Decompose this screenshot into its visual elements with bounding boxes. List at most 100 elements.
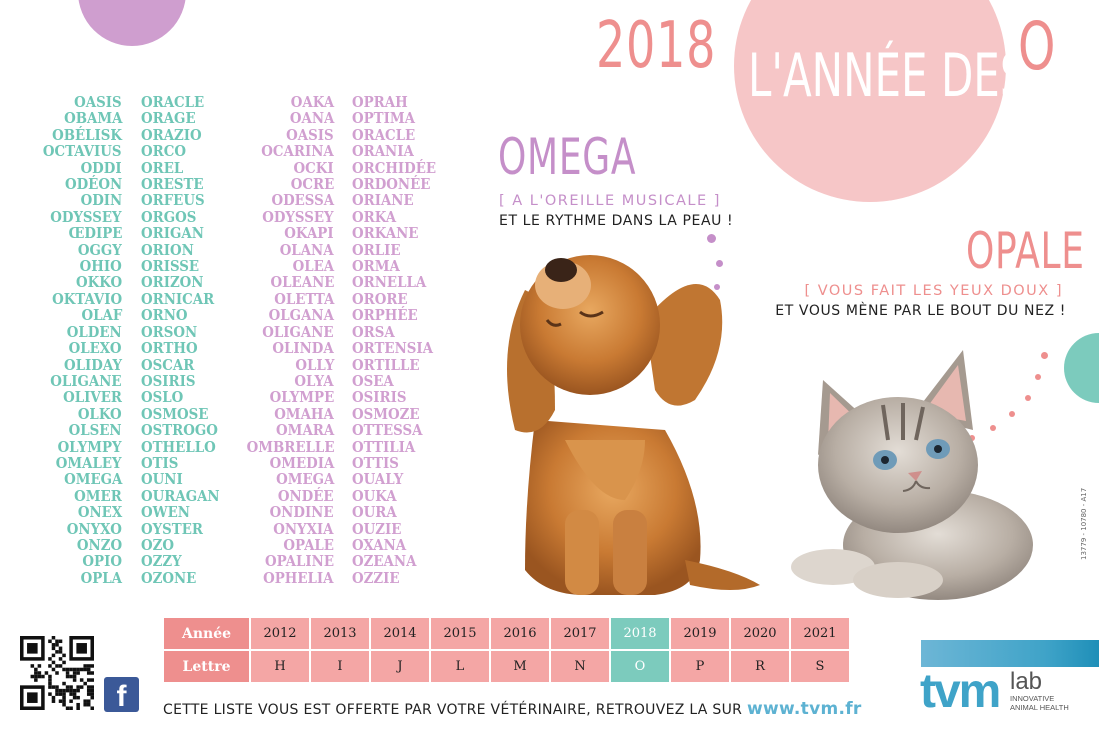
name-label: OUNI bbox=[141, 471, 183, 489]
names-column-1: OASIS OBAMA OBÉLISK OCTAVIUS ODDI ODÉON ODIN OD… bbox=[36, 94, 122, 587]
name-item: ODDI bbox=[36, 159, 122, 177]
name-label: ODESSA bbox=[271, 192, 334, 210]
name-label: OLYA bbox=[294, 372, 334, 390]
name-item: OPRAH bbox=[352, 94, 443, 111]
tvm-logo: tvm lab INNOVATIVE ANIMAL HEALTH bbox=[920, 668, 1069, 716]
thought-dot bbox=[1035, 374, 1041, 380]
qr-code[interactable] bbox=[20, 636, 94, 710]
name-label: ORAZIO bbox=[141, 126, 202, 144]
name-label: OSIRIS bbox=[141, 372, 196, 390]
name-label: ONEX bbox=[77, 504, 122, 522]
name-item: OPIO bbox=[36, 553, 122, 570]
name-label: ORFEUS bbox=[141, 192, 205, 210]
year-cell: 2014 bbox=[371, 618, 429, 649]
name-label: OUKA bbox=[352, 487, 397, 505]
name-label: ORTENSIA bbox=[352, 340, 433, 358]
name-label: OTTIS bbox=[352, 454, 399, 472]
side-reference-code: 13779 - 10780 - A17 bbox=[1080, 487, 1088, 560]
name-item: OCARINA bbox=[239, 143, 334, 160]
name-item: ORSON bbox=[141, 324, 226, 341]
name-item: ORION bbox=[141, 241, 226, 259]
name-label: ONDINE bbox=[270, 504, 334, 522]
facebook-icon[interactable]: f bbox=[104, 677, 139, 713]
name-label: OPRAH bbox=[352, 94, 408, 111]
name-label: OLYMPY bbox=[58, 438, 122, 456]
name-item: OUKA bbox=[352, 487, 443, 505]
name-item: OSIRIS bbox=[352, 389, 443, 406]
name-label: OURA bbox=[352, 504, 397, 522]
name-item: OTTESSA bbox=[352, 422, 443, 439]
name-label: OLYMPE bbox=[269, 389, 334, 407]
name-item: OHIO bbox=[36, 258, 122, 275]
year-cell: 2016 bbox=[491, 618, 549, 649]
name-label: OBAMA bbox=[63, 110, 122, 128]
year-cell: 2021 bbox=[791, 618, 849, 649]
name-item: ORTENSIA bbox=[352, 340, 443, 358]
name-item: OLDEN bbox=[36, 324, 122, 341]
name-item: ORPHÉE bbox=[352, 307, 443, 324]
name-label: OLKO bbox=[78, 405, 122, 423]
name-label: OLEXO bbox=[69, 340, 122, 358]
name-label: ORCO bbox=[141, 143, 186, 161]
name-item: OWEN bbox=[141, 504, 226, 521]
name-item: OGGY bbox=[36, 242, 122, 259]
name-label: OCRE bbox=[290, 176, 334, 194]
name-label: ORACLE bbox=[352, 126, 416, 144]
name-label: OLIGANE bbox=[262, 323, 334, 341]
name-item: ORNELLA bbox=[352, 275, 443, 292]
name-label: OMEDIA bbox=[269, 454, 334, 472]
name-item: OSEA bbox=[352, 373, 443, 390]
name-item: ODÉON bbox=[36, 176, 122, 193]
name-item: OYSTER bbox=[141, 521, 226, 538]
name-label: OLSEN bbox=[68, 422, 122, 440]
name-label: OASIS bbox=[286, 126, 334, 144]
name-label: ORIZON bbox=[141, 274, 204, 292]
name-label: OSCAR bbox=[141, 356, 195, 374]
logo-tagline: INNOVATIVE ANIMAL HEALTH bbox=[1010, 694, 1069, 712]
name-item: ORKANE bbox=[352, 225, 443, 242]
name-label: OZZY bbox=[141, 553, 182, 571]
name-label: ORGOS bbox=[141, 208, 197, 226]
name-label: OASIS bbox=[74, 94, 122, 111]
name-label: OUZIE bbox=[352, 520, 402, 538]
name-item: ORAZIO bbox=[141, 126, 226, 144]
name-item: OPTIMA bbox=[352, 110, 443, 127]
names-column-4: OPRAH OPTIMA ORACLE ORANIA ORCHIDÉE ORDONÉE OR… bbox=[352, 94, 443, 587]
decor-circle-lilac bbox=[78, 0, 186, 46]
name-item: ORESTE bbox=[141, 176, 226, 193]
name-label: ODDI bbox=[81, 159, 122, 177]
year-cell: 2013 bbox=[311, 618, 369, 649]
name-label: OLANA bbox=[280, 241, 334, 259]
opale-subtitle: [ VOUS FAIT LES YEUX DOUX ] bbox=[804, 283, 1063, 299]
name-item: ORTILLE bbox=[352, 357, 443, 374]
name-label: OTIS bbox=[141, 454, 179, 472]
name-item: ORIZON bbox=[141, 274, 226, 292]
year-cell: 2018 bbox=[611, 618, 669, 649]
name-item: OMEDIA bbox=[239, 454, 334, 472]
name-item: ORORE bbox=[352, 291, 443, 308]
name-label: OMARA bbox=[275, 422, 334, 440]
name-item: OUALY bbox=[352, 471, 443, 489]
name-item: OLYMPY bbox=[36, 438, 122, 456]
name-label: ONZO bbox=[76, 536, 122, 554]
name-label: OUALY bbox=[352, 471, 404, 489]
name-item: ODYSSEY bbox=[239, 209, 334, 226]
opale-description: ET VOUS MÈNE PAR LE BOUT DU NEZ ! bbox=[775, 303, 1066, 319]
name-item: OSMOSE bbox=[141, 406, 226, 423]
name-label: ORANIA bbox=[352, 143, 414, 161]
name-item: OMEGA bbox=[36, 471, 122, 488]
name-label: OLIGANE bbox=[50, 372, 122, 390]
title-letter: O bbox=[1018, 8, 1056, 85]
name-label: OKAPI bbox=[284, 225, 334, 243]
name-label: ORION bbox=[141, 241, 194, 259]
name-item: OBÉLISK bbox=[36, 127, 122, 144]
name-item: OZZIE bbox=[352, 570, 443, 587]
name-label: OPALINE bbox=[264, 553, 334, 571]
name-item: OBAMA bbox=[36, 110, 122, 128]
name-item: ORFEUS bbox=[141, 192, 226, 210]
name-label: OPALE bbox=[283, 536, 334, 554]
kitten-image bbox=[791, 350, 1033, 600]
website-link[interactable]: www.tvm.fr bbox=[746, 699, 862, 719]
names-column-3: OAKA OANA OASIS OCARINA OCKI OCRE ODESSA ODYSSE… bbox=[239, 94, 334, 587]
